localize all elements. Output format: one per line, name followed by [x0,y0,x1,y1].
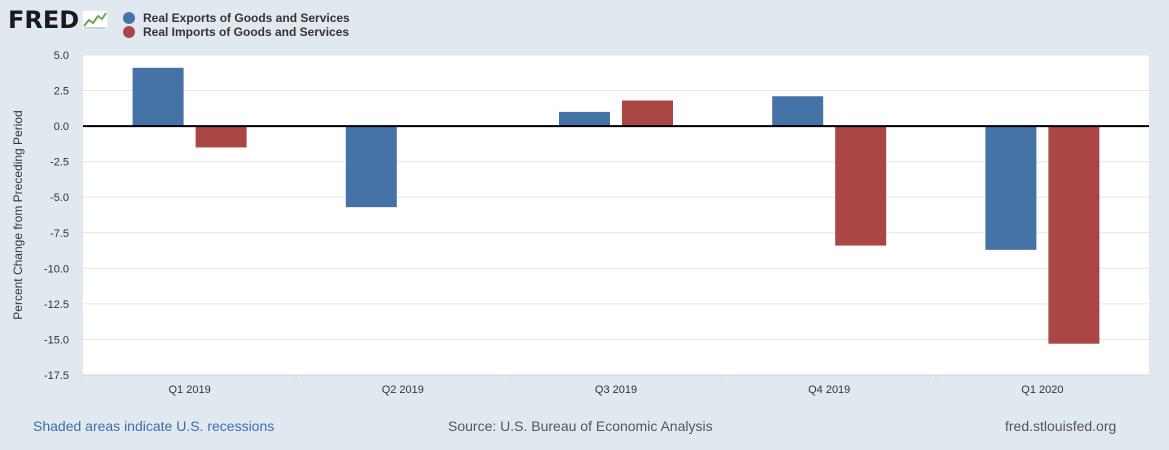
x-axis-tick-labels: Q1 2019 Q2 2019 Q3 2019 Q4 2019 Q1 2020 [82,374,1149,396]
legend-label-exports: Real Exports of Goods and Services [143,11,350,25]
site-link[interactable]: fred.stlouisfed.org [1005,418,1117,434]
y-axis-title: Percent Change from Preceding Period [11,110,25,319]
y-tick-label: -5.0 [50,192,69,204]
x-tick-label: Q1 2019 [168,384,210,396]
y-tick-label: -10.0 [44,263,69,275]
y-tick-label: -2.5 [50,157,69,169]
plot-area [83,55,1149,375]
legend-item-exports[interactable]: Real Exports of Goods and Services [123,11,350,25]
line-chart-icon [82,10,109,30]
y-tick-label: -7.5 [50,228,69,240]
bar-exports-q3-2019[interactable] [559,111,610,127]
fred-logo-text: FRED [8,6,80,34]
source-note: Source: U.S. Bureau of Economic Analysis [448,418,713,434]
legend-item-imports[interactable]: Real Imports of Goods and Services [123,25,350,39]
y-tick-label: -15.0 [44,334,69,346]
fred-logo[interactable]: FRED [8,6,109,34]
bar-exports-q4-2019[interactable] [772,96,824,127]
x-tick-label: Q2 2019 [382,384,424,396]
bar-exports-q1-2020[interactable] [985,126,1037,250]
legend-swatch-exports [123,12,135,24]
x-tick-label: Q4 2019 [808,384,850,396]
bar-exports-q2-2019[interactable] [345,126,397,208]
y-tick-label: 2.5 [54,86,69,98]
y-tick-label: 5.0 [54,50,69,62]
x-tick-label: Q3 2019 [595,384,637,396]
y-tick-label: 0.0 [54,121,69,133]
y-axis-tick-labels: 5.0 2.5 0.0 -2.5 -5.0 -7.5 -10.0 -12.5 -15.0 -17.… [44,50,69,382]
bar-imports-q3-2019[interactable] [622,100,673,127]
bars [132,67,1100,344]
bar-exports-q1-2019[interactable] [132,67,184,127]
bar-imports-q4-2019[interactable] [835,126,887,246]
x-tick-label: Q1 2020 [1021,384,1063,396]
y-tick-label: -12.5 [44,299,69,311]
bar-imports-q1-2020[interactable] [1048,126,1100,344]
legend-swatch-imports [123,26,135,38]
y-tick-label: -17.5 [44,370,69,382]
legend-label-imports: Real Imports of Goods and Services [143,25,350,39]
chart-legend: Real Exports of Goods and Services Real … [123,11,350,39]
bar-imports-q1-2019[interactable] [195,126,247,148]
recessions-note[interactable]: Shaded areas indicate U.S. recessions [33,418,275,434]
